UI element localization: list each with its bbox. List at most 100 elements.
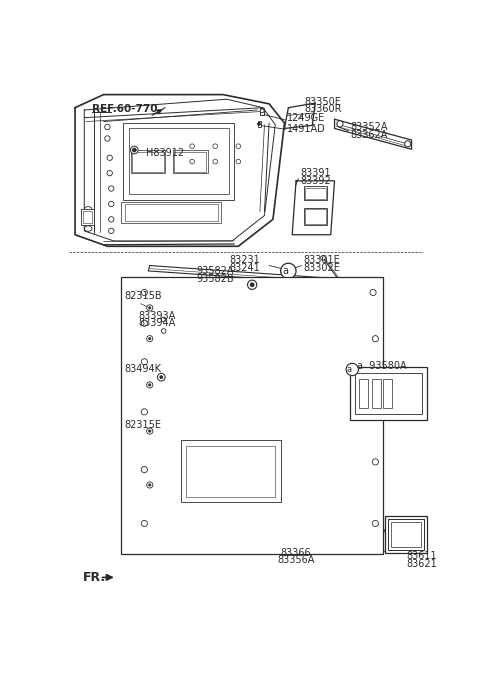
Text: 93582B: 93582B <box>196 273 234 284</box>
Circle shape <box>372 336 378 342</box>
Text: 83356A: 83356A <box>277 556 315 565</box>
Text: 1491AD: 1491AD <box>287 125 325 134</box>
Bar <box>350 367 427 419</box>
Circle shape <box>321 255 325 260</box>
Bar <box>388 519 424 549</box>
Circle shape <box>213 144 217 149</box>
Text: 83392: 83392 <box>300 176 331 186</box>
Bar <box>359 379 369 408</box>
Circle shape <box>236 159 240 164</box>
Bar <box>304 188 326 199</box>
Circle shape <box>149 484 151 486</box>
Circle shape <box>141 409 147 415</box>
Circle shape <box>108 228 114 234</box>
Text: 83621: 83621 <box>406 558 437 569</box>
Text: 83231: 83231 <box>229 255 260 265</box>
Bar <box>304 208 327 225</box>
Text: 83611: 83611 <box>406 551 437 561</box>
Bar <box>372 379 381 408</box>
Text: a: a <box>282 266 288 276</box>
Circle shape <box>141 320 147 327</box>
Circle shape <box>161 329 166 334</box>
Circle shape <box>337 121 343 127</box>
Circle shape <box>132 148 136 152</box>
Text: 83302E: 83302E <box>304 263 341 273</box>
Circle shape <box>105 125 110 129</box>
Circle shape <box>157 373 165 381</box>
Bar <box>83 211 92 224</box>
Circle shape <box>105 136 110 141</box>
Text: 83494K: 83494K <box>124 365 161 374</box>
Circle shape <box>365 280 372 286</box>
Text: 83391: 83391 <box>300 168 331 178</box>
Text: a: a <box>347 365 352 374</box>
Bar <box>258 121 262 127</box>
Text: 82315E: 82315E <box>124 420 161 430</box>
Bar <box>391 522 421 547</box>
Circle shape <box>372 520 378 527</box>
Circle shape <box>147 482 153 488</box>
Text: 83360R: 83360R <box>304 104 342 114</box>
Circle shape <box>213 159 217 164</box>
Bar <box>186 446 275 497</box>
Circle shape <box>149 430 151 432</box>
Text: 83394A: 83394A <box>138 318 176 328</box>
Circle shape <box>141 289 147 295</box>
Text: 1249GE: 1249GE <box>287 113 325 122</box>
Text: 83362A: 83362A <box>350 129 387 140</box>
Circle shape <box>147 428 153 434</box>
Circle shape <box>107 170 112 176</box>
Circle shape <box>149 384 151 386</box>
Bar <box>121 277 383 554</box>
Text: REF.60-770: REF.60-770 <box>92 104 157 114</box>
Circle shape <box>190 144 194 149</box>
Circle shape <box>190 159 194 164</box>
Text: 93582A: 93582A <box>196 266 233 276</box>
Circle shape <box>346 363 359 376</box>
Bar <box>304 209 326 224</box>
Circle shape <box>141 466 147 473</box>
Bar <box>125 204 217 221</box>
Bar <box>180 440 281 502</box>
Text: H83912: H83912 <box>146 148 184 158</box>
Bar <box>260 108 264 116</box>
Bar <box>383 379 392 408</box>
Text: 83393A: 83393A <box>138 311 176 320</box>
Bar <box>129 129 229 194</box>
Text: 83366: 83366 <box>281 548 312 558</box>
Circle shape <box>147 336 153 342</box>
Circle shape <box>108 217 114 222</box>
Circle shape <box>160 376 163 379</box>
Bar <box>131 150 165 173</box>
Bar <box>81 209 94 225</box>
Circle shape <box>250 283 254 286</box>
Bar <box>173 150 207 173</box>
Bar <box>123 123 234 200</box>
Circle shape <box>161 317 166 322</box>
Circle shape <box>147 304 153 311</box>
Circle shape <box>141 520 147 527</box>
Circle shape <box>258 122 261 125</box>
Circle shape <box>108 201 114 207</box>
Text: 83301E: 83301E <box>304 255 340 265</box>
Text: 83241: 83241 <box>229 263 260 273</box>
Circle shape <box>236 144 240 149</box>
Text: 83352A: 83352A <box>350 122 387 132</box>
Circle shape <box>149 307 151 309</box>
Circle shape <box>108 186 114 191</box>
Bar <box>355 372 421 414</box>
Circle shape <box>248 280 257 289</box>
Text: FR.: FR. <box>83 571 106 584</box>
Circle shape <box>405 140 411 147</box>
Circle shape <box>107 155 112 161</box>
Bar <box>174 152 206 172</box>
Circle shape <box>372 459 378 465</box>
Circle shape <box>147 382 153 388</box>
Circle shape <box>370 289 376 295</box>
Bar <box>304 186 327 200</box>
Text: a  93580A: a 93580A <box>357 361 407 371</box>
Bar <box>121 201 221 224</box>
Text: 83350E: 83350E <box>304 96 341 107</box>
Circle shape <box>260 109 264 113</box>
Circle shape <box>281 263 296 279</box>
